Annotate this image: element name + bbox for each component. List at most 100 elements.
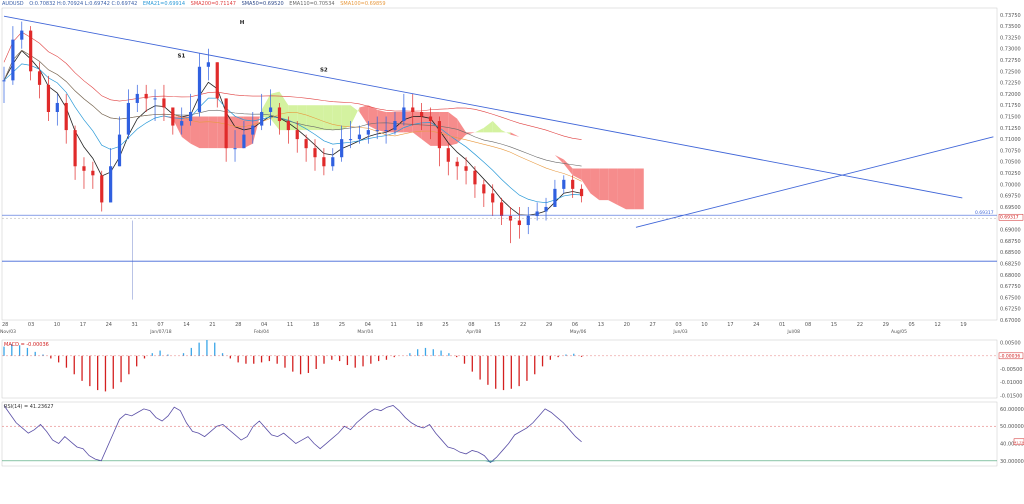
ichimoku-cloud-segment: [608, 168, 618, 205]
pattern-label: S2: [320, 67, 328, 73]
ichimoku-cloud-segment: [172, 116, 182, 137]
price-frame: [1, 7, 998, 321]
ichimoku-cloud-segment: [181, 116, 191, 144]
ichimoku-cloud-segment: [572, 168, 582, 180]
ichimoku-cloud-segment: [243, 116, 253, 149]
rsi-badge: [1013, 438, 1024, 446]
sma100-readout: SMA100=0.69859: [340, 1, 386, 7]
candle-body: [171, 107, 175, 126]
x-month-label: Jun/03: [672, 329, 687, 335]
y-tick-label: 0.70500: [1000, 160, 1021, 166]
sma50-readout: SMA50=0.69520: [241, 1, 284, 7]
ema110-line: [3, 49, 582, 167]
candle-body: [37, 71, 42, 85]
candle-body: [135, 93, 139, 103]
ichimoku-cloud-segment: [261, 93, 271, 119]
candle-body: [322, 157, 326, 167]
macd-title: MACD = -0.00036: [4, 342, 49, 348]
ichimoku-cloud-segment: [386, 112, 395, 133]
candle-body: [499, 202, 504, 216]
candle-body: [277, 107, 282, 122]
candle-body: [526, 216, 530, 226]
ichimoku-cloud-segment: [332, 105, 342, 131]
y-tick-label: 0.73000: [1000, 47, 1021, 53]
x-tick-label: 03: [28, 322, 34, 328]
y-tick-label: 0.68000: [1000, 273, 1021, 279]
ichimoku-cloud-segment: [554, 154, 564, 164]
x-tick-label: 29: [883, 322, 889, 328]
y-tick-label: 0.69000: [1000, 228, 1021, 234]
y-tick-label: 0.67000: [1000, 318, 1021, 324]
macd-y-tick: 0.00500: [1000, 341, 1021, 347]
candle-body: [304, 139, 308, 149]
pattern-label: H: [240, 20, 245, 26]
ichimoku-cloud-segment: [625, 168, 635, 210]
candle-body: [206, 62, 210, 67]
ichimoku-cloud-segment: [288, 105, 298, 131]
ichimoku-cloud-segment: [599, 168, 609, 201]
symbol-label: AUDUSD: [2, 1, 24, 7]
ichimoku-cloud-segment: [208, 116, 218, 149]
candle-body: [340, 139, 344, 158]
x-tick-label: 14: [183, 322, 189, 328]
candle-body: [562, 179, 566, 189]
ichimoku-cloud-segment: [483, 121, 493, 133]
x-tick-label: 03: [675, 322, 681, 328]
ichimoku-cloud-segment: [421, 112, 431, 146]
candle-body: [233, 148, 237, 150]
ichimoku-cloud-segment: [590, 168, 600, 201]
ichimoku-cloud-segment: [270, 91, 280, 131]
rsi-y-tick: 30.00000: [1000, 459, 1024, 465]
rsi-y-tick: 60.00000: [1000, 407, 1024, 413]
sma200-readout: SMA200=0.71147: [190, 1, 236, 7]
ichimoku-cloud-segment: [350, 105, 360, 126]
candle-body: [473, 170, 477, 185]
x-tick-label: 08: [805, 322, 811, 328]
rsi-line: [3, 405, 582, 464]
candle-body: [579, 188, 584, 197]
ema21-readout: EMA21=0.69914: [142, 1, 186, 7]
y-tick-label: 0.67250: [1000, 307, 1021, 313]
x-tick-label: 28: [2, 322, 8, 328]
x-tick-label: 22: [857, 322, 863, 328]
x-tick-label: 15: [494, 322, 500, 328]
x-tick-label: 15: [831, 322, 837, 328]
x-tick-label: 05: [909, 322, 915, 328]
macd-y-tick: -0.01000: [1000, 380, 1022, 386]
y-tick-label: 0.67500: [1000, 295, 1021, 301]
y-tick-label: 0.71000: [1000, 137, 1021, 143]
y-tick-label: 0.68250: [1000, 261, 1021, 267]
resistance-trendline: [3, 15, 963, 199]
y-tick-label: 0.68500: [1000, 250, 1021, 256]
y-tick-label: 0.68750: [1000, 239, 1021, 245]
candle-body: [553, 188, 557, 207]
x-tick-label: 21: [209, 322, 215, 328]
x-month-label: Jul/08: [786, 329, 800, 335]
ichimoku-cloud-segment: [101, 62, 111, 72]
rsi-badge-text: 41.23627: [1015, 440, 1024, 444]
candle-body: [544, 206, 548, 212]
macd-badge: [998, 352, 1024, 360]
candle-body: [331, 157, 335, 167]
candle-body: [153, 98, 157, 100]
x-tick-label: 22: [520, 322, 526, 328]
candle-body: [197, 66, 202, 112]
ichimoku-cloud-segment: [199, 116, 209, 149]
x-tick-label: 18: [416, 322, 422, 328]
candle-body: [188, 112, 193, 122]
ichimoku-cloud-segment: [217, 116, 227, 149]
candle-body: [357, 134, 362, 140]
x-month-label: Mar/04: [357, 329, 373, 335]
candle-body: [455, 161, 459, 167]
candle-body: [82, 166, 86, 171]
candle-body: [73, 130, 77, 167]
x-tick-label: 18: [313, 322, 319, 328]
candle-body: [2, 80, 6, 82]
candle-body: [55, 102, 59, 112]
candle-body: [535, 211, 539, 216]
x-tick-label: 10: [54, 322, 60, 328]
candle-body: [117, 134, 122, 167]
x-month-label: May/06: [570, 329, 587, 335]
